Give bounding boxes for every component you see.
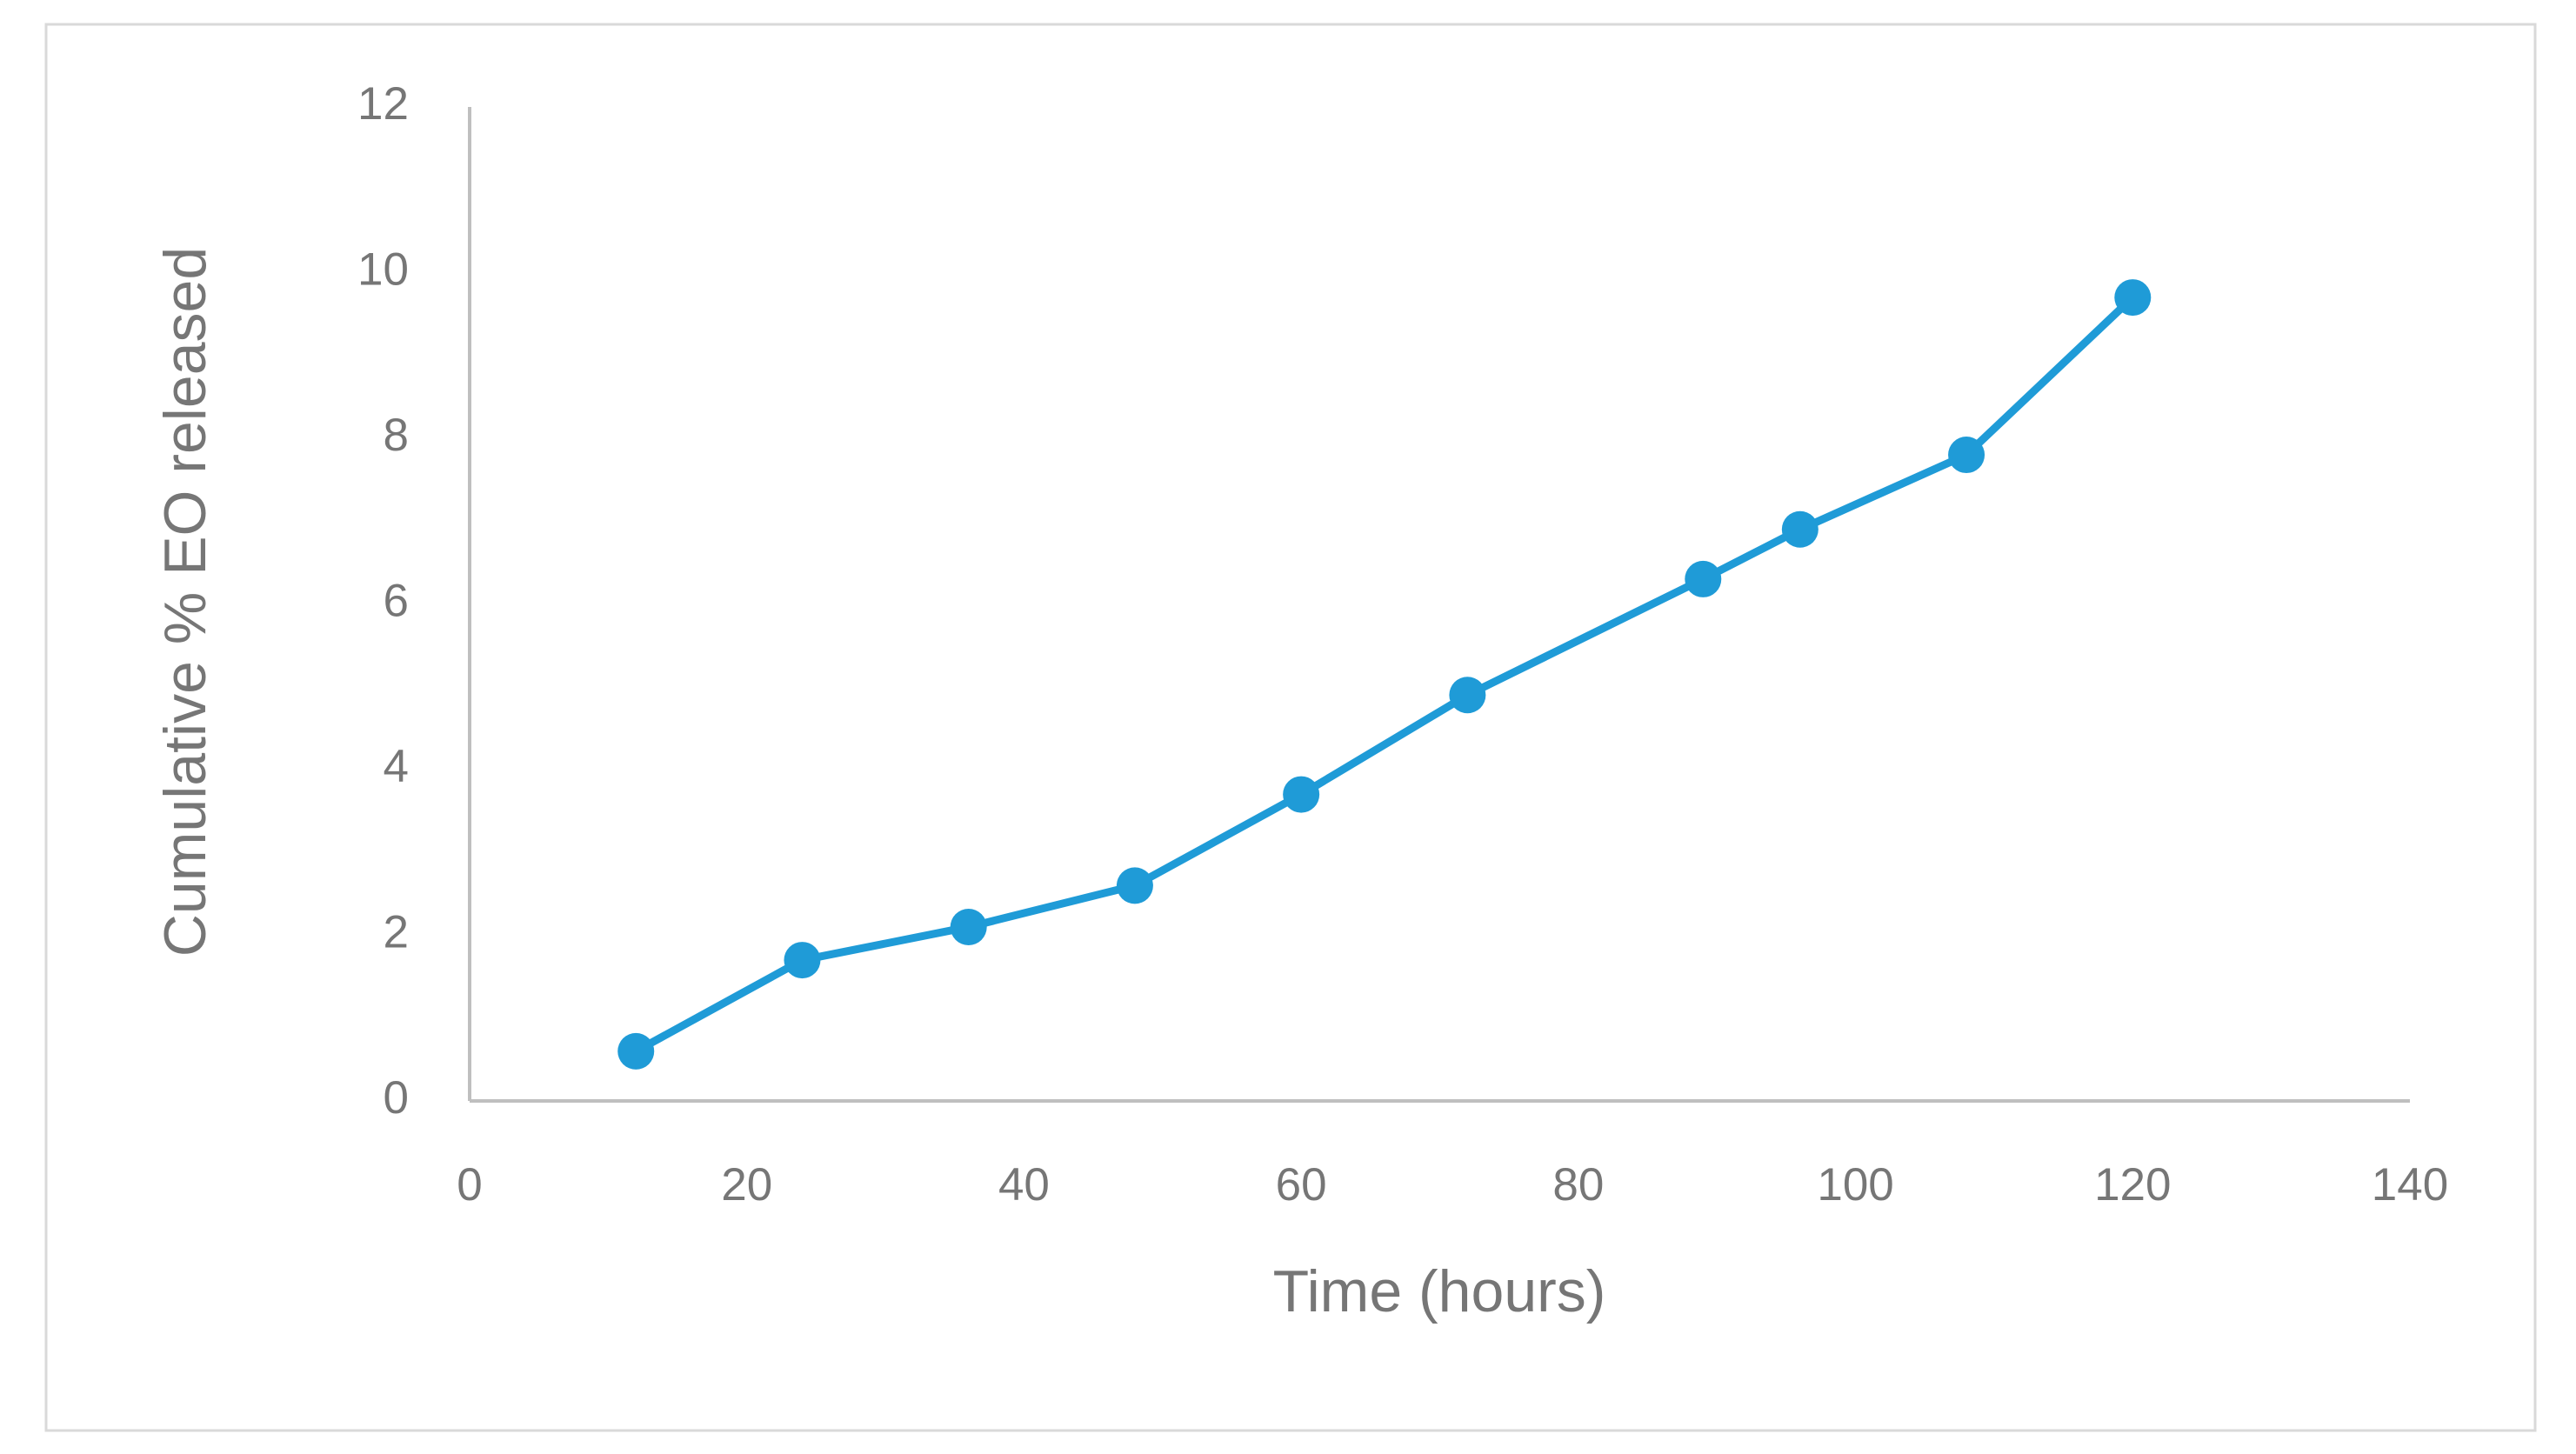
- data-point: [2114, 279, 2152, 317]
- y-axis-title: Cumulative % EO released: [152, 247, 218, 957]
- x-tick-label: 120: [2094, 1159, 2171, 1211]
- data-point: [1948, 437, 1985, 474]
- x-tick-label: 20: [721, 1159, 772, 1211]
- y-tick-label: 0: [384, 1072, 409, 1124]
- y-tick-label: 2: [384, 907, 409, 958]
- y-tick-label: 4: [384, 741, 409, 792]
- x-axis-title: Time (hours): [1273, 1258, 1606, 1324]
- data-point: [1449, 677, 1486, 714]
- x-tick-label: 0: [457, 1159, 482, 1211]
- data-line: [634, 294, 2136, 1055]
- x-tick-label: 40: [998, 1159, 1050, 1211]
- x-tick-label: 60: [1276, 1159, 1327, 1211]
- chart-border: [44, 23, 2537, 1432]
- data-point: [617, 1032, 655, 1070]
- x-tick-label: 100: [1817, 1159, 1893, 1211]
- y-tick-label: 10: [357, 244, 409, 296]
- data-point: [1781, 510, 1819, 548]
- data-point: [950, 908, 987, 945]
- y-tick-label: 12: [357, 78, 409, 130]
- y-tick-label: 6: [384, 576, 409, 627]
- data-point: [1685, 560, 1722, 597]
- x-tick-label: 80: [1552, 1159, 1604, 1211]
- data-point: [1283, 776, 1320, 813]
- y-tick-label: 8: [384, 410, 409, 461]
- x-tick-label: 140: [2372, 1159, 2448, 1211]
- data-point: [784, 942, 821, 979]
- data-point: [1116, 867, 1153, 904]
